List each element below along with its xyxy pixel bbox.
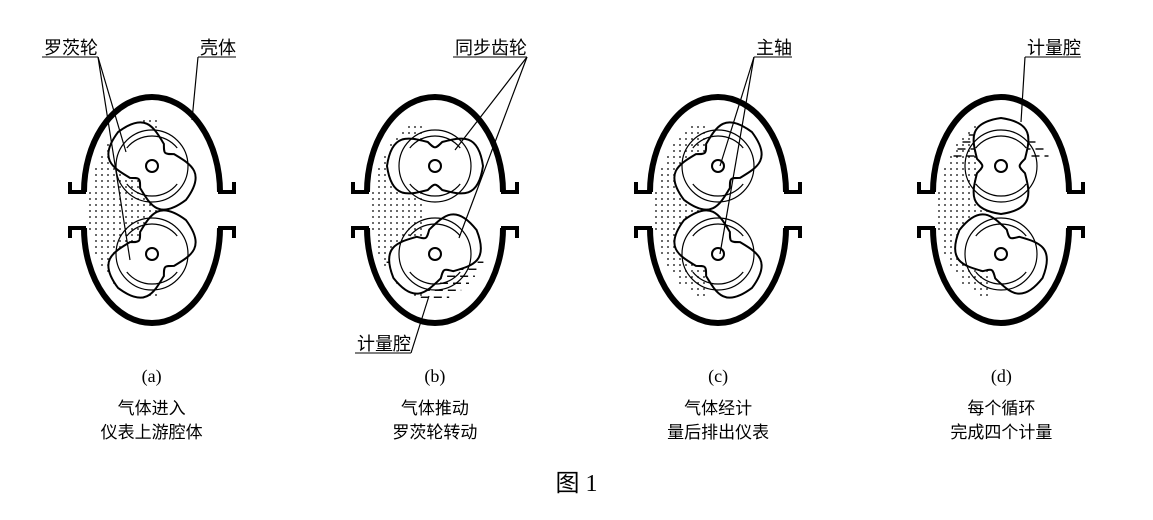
panel-a: 罗茨轮 壳体 (a) 气体进入仪表上游腔体 <box>22 20 282 445</box>
diagram-b: 同步齿轮计量腔 <box>305 20 565 360</box>
diagram-a: 罗茨轮 壳体 <box>22 20 282 360</box>
panel-b-label: (b) <box>424 366 445 387</box>
panel-b: 同步齿轮计量腔 (b) 气体推动罗茨轮转动 <box>305 20 565 445</box>
svg-text:计量腔: 计量腔 <box>357 334 411 354</box>
svg-text:主轴: 主轴 <box>756 38 792 58</box>
diagram-c: 主轴 <box>588 20 848 360</box>
panel-c-label: (c) <box>708 366 728 387</box>
figure-row: 罗茨轮壳体 (a) 气体进入仪表上游腔体 同步齿轮计量腔 (b) 气体推动罗茨轮… <box>20 20 1133 445</box>
figure-caption: 图 1 <box>20 463 1133 498</box>
panel-b-caption: 气体推动罗茨轮转动 <box>392 397 477 445</box>
panel-d-caption: 每个循环完成四个计量 <box>950 397 1052 445</box>
panel-c-caption: 气体经计量后排出仪表 <box>667 397 769 445</box>
panel-c: 主轴 (c) 气体经计量后排出仪表 <box>588 20 848 445</box>
panel-d: 计量腔 (d) 每个循环完成四个计量 <box>871 20 1131 445</box>
panel-a-caption: 气体进入仪表上游腔体 <box>101 397 203 445</box>
svg-text:计量腔: 计量腔 <box>1027 38 1081 58</box>
svg-text:同步齿轮: 同步齿轮 <box>455 38 527 58</box>
svg-text:罗茨轮: 罗茨轮 <box>44 38 98 58</box>
svg-text:壳体: 壳体 <box>200 38 236 58</box>
panel-a-label: (a) <box>142 366 162 387</box>
diagram-d: 计量腔 <box>871 20 1131 360</box>
panel-d-label: (d) <box>991 366 1012 387</box>
